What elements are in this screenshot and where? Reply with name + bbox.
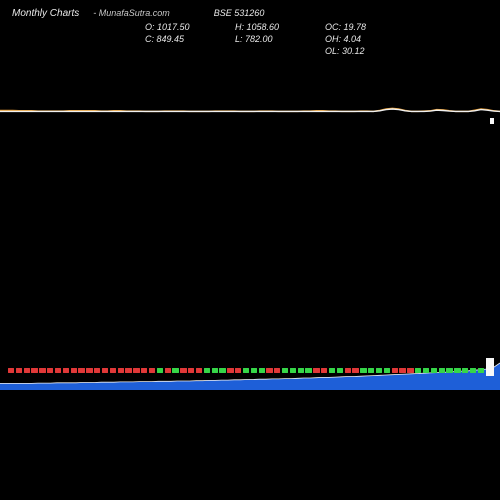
candle-bar: [329, 368, 335, 373]
ohlc-close-value: 849.45: [157, 34, 185, 44]
candle-bar: [259, 368, 265, 373]
candle-bar: [94, 368, 100, 373]
ohlc-oh-value: 4.04: [344, 34, 362, 44]
candle-bar: [321, 368, 327, 373]
candle-bar: [305, 368, 311, 373]
candle-bar: [345, 368, 351, 373]
candle-bar: [16, 368, 22, 373]
chart-ticker: BSE 531260: [214, 8, 265, 18]
candle-bar: [352, 368, 358, 373]
ohlc-open-value: 1017.50: [157, 22, 190, 32]
ohlc-high-value: 1058.60: [247, 22, 280, 32]
ohlc-panel: O: 1017.50 H: 1058.60 OC: 19.78 C: 849.4…: [145, 22, 395, 56]
last-candle-bar: [486, 358, 494, 376]
candle-bar: [196, 368, 202, 373]
candle-bar: [180, 368, 186, 373]
candle-bar: [118, 368, 124, 373]
candle-bar: [431, 368, 437, 373]
candle-bar: [251, 368, 257, 373]
candle-bar: [125, 368, 131, 373]
candle-bar: [470, 368, 476, 373]
candle-bar: [86, 368, 92, 373]
candle-bar: [47, 368, 53, 373]
ohlc-low: L: 782.00: [235, 34, 325, 44]
candle-bar: [188, 368, 194, 373]
candle-bar: [102, 368, 108, 373]
candle-bar: [392, 368, 398, 373]
candle-bar: [212, 368, 218, 373]
candle-bar: [337, 368, 343, 373]
candle-bar: [165, 368, 171, 373]
candle-bar: [227, 368, 233, 373]
candle-bar: [24, 368, 30, 373]
candle-bar: [407, 368, 413, 373]
candle-bar: [313, 368, 319, 373]
candle-bar: [219, 368, 225, 373]
candle-bar: [423, 368, 429, 373]
candle-bar: [8, 368, 14, 373]
candle-bar: [478, 368, 484, 373]
ohlc-oh: OH: 4.04: [325, 34, 395, 44]
candle-bar: [110, 368, 116, 373]
ohlc-oc-value: 19.78: [344, 22, 367, 32]
candle-bar: [55, 368, 61, 373]
price-line-chart: [0, 100, 500, 130]
candle-bar: [141, 368, 147, 373]
candle-bar: [78, 368, 84, 373]
candle-bar: [399, 368, 405, 373]
candle-bar: [133, 368, 139, 373]
chart-title: Monthly Charts: [12, 8, 79, 19]
candle-bar: [266, 368, 272, 373]
volume-area-chart: [0, 360, 500, 390]
candle-row: [8, 366, 492, 374]
chart-header: Monthly Charts - MunafaSutra.com BSE 531…: [12, 8, 488, 19]
candle-bar: [172, 368, 178, 373]
candle-bar: [415, 368, 421, 373]
candle-bar: [204, 368, 210, 373]
candle-bar: [71, 368, 77, 373]
price-marker-icon: [490, 118, 494, 124]
candle-bar: [298, 368, 304, 373]
candle-bar: [282, 368, 288, 373]
candle-bar: [274, 368, 280, 373]
candle-bar: [31, 368, 37, 373]
candle-bar: [462, 368, 468, 373]
candle-bar: [384, 368, 390, 373]
candle-bar: [454, 368, 460, 373]
candle-bar: [149, 368, 155, 373]
ohlc-low-value: 782.00: [245, 34, 273, 44]
candle-bar: [290, 368, 296, 373]
candle-bar: [235, 368, 241, 373]
candle-bar: [376, 368, 382, 373]
candle-bar: [439, 368, 445, 373]
ohlc-close: C: 849.45: [145, 34, 235, 44]
candle-bar: [360, 368, 366, 373]
candle-bar: [63, 368, 69, 373]
ohlc-oc: OC: 19.78: [325, 22, 395, 32]
ohlc-ol-value: 30.12: [342, 46, 365, 56]
ohlc-ol: OL: 30.12: [325, 46, 395, 56]
candle-bar: [446, 368, 452, 373]
ohlc-open: O: 1017.50: [145, 22, 235, 32]
candle-bar: [243, 368, 249, 373]
chart-subtitle: - MunafaSutra.com: [93, 8, 170, 18]
ohlc-high: H: 1058.60: [235, 22, 325, 32]
candle-bar: [39, 368, 45, 373]
candle-bar: [157, 368, 163, 373]
candle-bar: [368, 368, 374, 373]
